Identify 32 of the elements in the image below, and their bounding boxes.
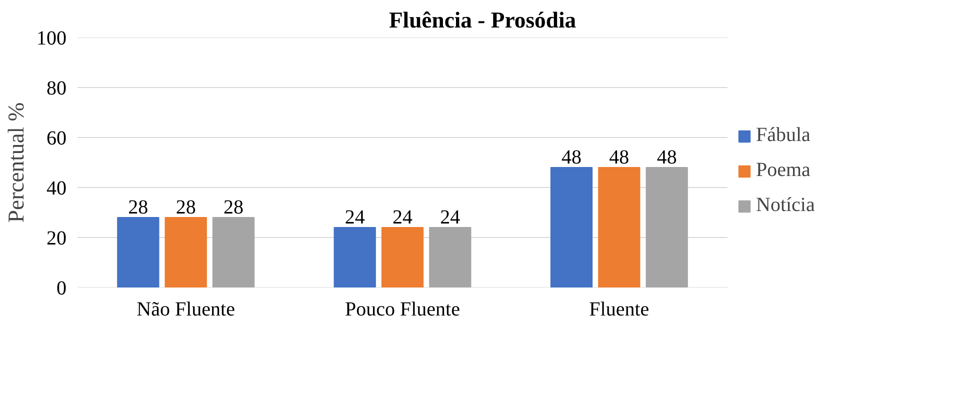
bar bbox=[334, 227, 376, 288]
y-tick-label: 20 bbox=[46, 228, 66, 250]
chart-title: Fluência - Prosódia bbox=[388, 8, 576, 32]
x-tick-label: Pouco Fluente bbox=[345, 298, 460, 320]
bar bbox=[429, 227, 472, 288]
y-tick-label: 0 bbox=[56, 278, 66, 300]
y-tick-label: 60 bbox=[46, 128, 66, 150]
data-label: 24 bbox=[344, 206, 365, 228]
bar bbox=[646, 167, 688, 288]
data-label: 24 bbox=[440, 206, 460, 228]
bar bbox=[381, 227, 424, 288]
legend-label: Poema bbox=[756, 159, 810, 182]
bar bbox=[598, 167, 640, 288]
y-tick-label: 40 bbox=[46, 178, 66, 200]
data-label: 24 bbox=[392, 206, 412, 228]
legend-label: Fábula bbox=[756, 124, 810, 147]
y-tick-label: 100 bbox=[36, 28, 66, 50]
bar bbox=[212, 217, 255, 288]
data-label: 28 bbox=[128, 196, 148, 218]
bar bbox=[117, 217, 160, 288]
data-label: 28 bbox=[224, 196, 244, 218]
data-label: 48 bbox=[609, 146, 630, 168]
bar bbox=[164, 217, 207, 288]
bar bbox=[550, 167, 593, 288]
legend-label: Notícia bbox=[756, 194, 815, 217]
y-tick-label: 80 bbox=[46, 78, 66, 100]
x-tick-label: Não Fluente bbox=[136, 298, 236, 320]
data-label: 48 bbox=[562, 146, 582, 168]
data-label: 48 bbox=[656, 146, 677, 168]
x-tick-label: Fluente bbox=[589, 298, 650, 320]
y-axis-title: Percentual % bbox=[4, 102, 28, 223]
data-label: 28 bbox=[176, 196, 196, 218]
